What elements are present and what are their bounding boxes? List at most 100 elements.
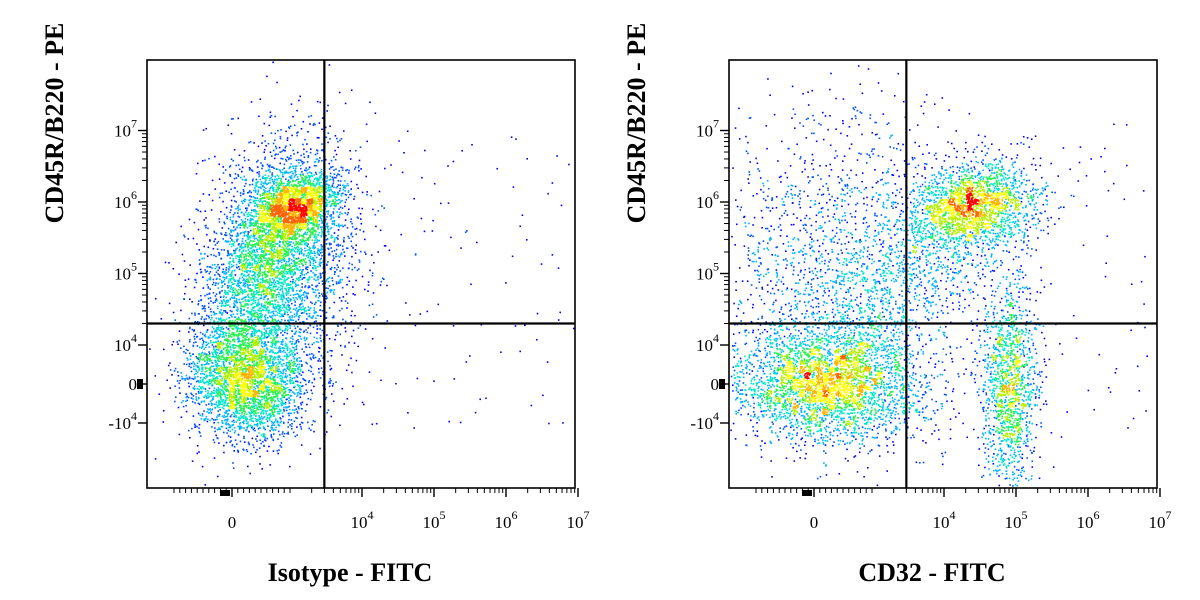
event-dot (250, 247, 253, 249)
event-dot (233, 149, 236, 151)
event-dot (261, 135, 264, 137)
event-dot (322, 371, 324, 373)
event-dot (403, 152, 405, 154)
event-dot (169, 387, 171, 389)
event-dot (246, 418, 248, 421)
event-dot (298, 366, 301, 368)
event-dot (331, 393, 333, 395)
event-dot (432, 219, 434, 222)
event-dot (330, 217, 333, 219)
event-dot (335, 176, 337, 179)
event-dot (194, 368, 197, 371)
event-dot (272, 314, 274, 317)
event-dot (302, 185, 305, 188)
event-dot (287, 421, 289, 424)
event-dot (233, 421, 235, 424)
event-dot (321, 251, 323, 254)
event-dot (299, 388, 301, 391)
event-dot (215, 356, 217, 359)
event-dot (201, 345, 204, 348)
event-dot (343, 403, 345, 405)
event-dot (252, 309, 255, 312)
event-dot (309, 315, 311, 318)
event-dot (200, 347, 203, 349)
event-dot (231, 243, 233, 245)
event-dot (340, 194, 343, 197)
event-dot (189, 352, 191, 355)
event-dot (348, 341, 350, 344)
event-dot (287, 181, 290, 183)
event-dot (314, 311, 317, 313)
event-dot (337, 225, 340, 227)
event-dot (275, 426, 277, 429)
event-dot (314, 239, 316, 242)
event-dot (260, 197, 263, 200)
event-dot (301, 162, 304, 165)
event-dot (331, 279, 334, 282)
event-dot (256, 273, 259, 276)
event-dot (325, 183, 328, 185)
event-dot (320, 170, 323, 173)
event-dot (248, 320, 250, 323)
event-dot (278, 268, 281, 270)
event-dot (214, 382, 216, 384)
event-dot (344, 300, 347, 302)
event-dot (213, 369, 216, 372)
event-dot (294, 264, 297, 266)
event-dot (321, 143, 323, 145)
event-dot (326, 210, 328, 213)
event-dot (254, 210, 257, 213)
event-dot (245, 338, 248, 341)
event-dot (252, 351, 255, 354)
event-dot (332, 211, 335, 213)
event-dot (338, 309, 341, 312)
event-dot (383, 207, 385, 209)
event-dot (208, 367, 210, 370)
event-dot (176, 341, 178, 343)
event-dot (224, 411, 226, 414)
event-dot (332, 180, 335, 182)
event-dot (281, 347, 284, 349)
event-dot (274, 300, 276, 302)
event-dot (281, 396, 284, 399)
event-dot (228, 254, 230, 256)
event-dot (249, 419, 251, 421)
event-dot (205, 396, 208, 398)
event-dot (225, 206, 228, 209)
event-dot (233, 291, 236, 294)
event-dot (304, 285, 307, 287)
event-dot (259, 200, 262, 202)
event-dot (241, 276, 244, 279)
event-dot (320, 246, 323, 248)
event-dot (265, 347, 268, 349)
event-dot (285, 262, 287, 265)
event-dot (279, 418, 282, 420)
event-dot (277, 358, 280, 361)
event-dot (301, 184, 304, 187)
event-dot (261, 164, 264, 166)
event-dot (326, 226, 329, 228)
event-dot (293, 299, 296, 301)
event-dot (196, 445, 199, 447)
event-dot (317, 296, 320, 299)
event-dot (315, 274, 317, 276)
event-dot (195, 355, 198, 358)
event-dot (291, 245, 293, 248)
event-dot (275, 266, 278, 269)
event-dot (542, 394, 544, 397)
event-dot (220, 352, 223, 354)
event-dot (209, 334, 212, 337)
event-dot (372, 292, 375, 294)
event-dot (243, 232, 246, 235)
event-dot (226, 342, 229, 345)
event-dot (262, 175, 264, 178)
event-dot (305, 313, 308, 315)
event-dot (289, 318, 292, 320)
event-dot (268, 179, 271, 182)
event-dot (288, 270, 290, 272)
event-dot (210, 314, 213, 317)
event-dot (352, 293, 354, 295)
event-dot (260, 293, 262, 296)
event-dot (320, 217, 322, 219)
event-dot (360, 250, 362, 253)
